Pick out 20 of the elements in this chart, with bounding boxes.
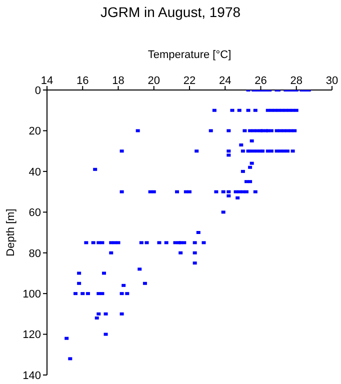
y-tick-label: 0 — [34, 84, 41, 97]
y-tick-label: 40 — [28, 166, 41, 178]
y-tick-label: 140 — [22, 370, 41, 382]
y-tick-label: 80 — [28, 248, 41, 260]
y-tick-label: 120 — [22, 329, 41, 342]
y-tick-label: 100 — [22, 288, 41, 300]
y-axis-title: Depth [m] — [4, 208, 17, 256]
y-tick-label: 20 — [28, 126, 41, 138]
x-tick-label: 18 — [112, 75, 124, 87]
x-tick-label: 20 — [148, 75, 160, 87]
x-axis-title: Temperature [°C] — [148, 48, 232, 61]
y-tick-label: 60 — [28, 207, 41, 220]
x-tick-label: 30 — [326, 75, 338, 87]
x-tick-label: 14 — [40, 75, 54, 87]
x-tick-label: 16 — [76, 75, 89, 87]
x-tick-label: 22 — [183, 75, 196, 87]
x-tick-label: 28 — [290, 75, 302, 87]
chart-title: JGRM in August, 1978 — [99, 4, 242, 20]
x-tick-label: 26 — [254, 75, 267, 87]
x-tick-label: 24 — [219, 75, 232, 87]
